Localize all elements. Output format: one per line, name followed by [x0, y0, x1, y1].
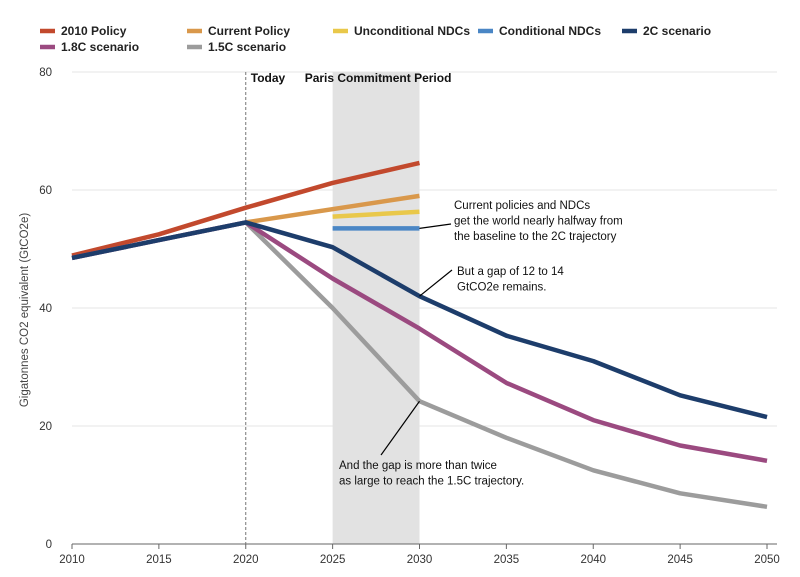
- legend-label-unconditional-ndcs: Unconditional NDCs: [354, 24, 470, 38]
- legend-label-1-8c-scenario: 1.8C scenario: [61, 40, 139, 54]
- y-tick-label: 0: [46, 539, 52, 551]
- y-tick-label: 60: [39, 185, 52, 197]
- annotation-line: But a gap of 12 to 14: [457, 266, 564, 278]
- y-tick-label: 20: [39, 421, 52, 433]
- x-tick-label: 2040: [580, 554, 606, 566]
- annotation-line: GtCO2e remains.: [457, 282, 546, 294]
- axes: 2010 2015 2020 2025 2030 2035 2040 2045 2050 Toda…: [59, 71, 780, 566]
- series-line-2010-policy: [71, 160, 421, 258]
- annotations: Current policies and NDCs get the world n…: [339, 200, 623, 488]
- x-tick-label: 2010: [59, 554, 85, 566]
- legend-label-2010-policy: 2010 Policy: [61, 24, 127, 38]
- x-tick-label: 2025: [320, 554, 346, 566]
- x-tick-label: 2015: [146, 554, 172, 566]
- y-axis-label: Gigatonnes CO2 equivalent (GtCO2e): [19, 213, 31, 407]
- annotation-line: And the gap is more than twice: [339, 460, 497, 472]
- annotation-text: And the gap is more than twice as large t…: [339, 460, 524, 488]
- series-line-current-policy: [245, 193, 420, 225]
- gridlines: 0 20 40 60 80: [39, 67, 777, 551]
- x-tick-label: 2035: [494, 554, 520, 566]
- annotation-line: as large to reach the 1.5C trajectory.: [339, 476, 524, 488]
- annotation-text: But a gap of 12 to 14 GtCO2e remains.: [457, 266, 564, 294]
- annotation-line: get the world nearly halfway from: [454, 216, 623, 228]
- paris-period-label: Paris Commitment Period: [305, 71, 452, 85]
- today-label: Today: [251, 71, 286, 85]
- paris-period-band-rect: [332, 72, 420, 544]
- y-tick-label: 40: [39, 303, 52, 315]
- annotation-line: Current policies and NDCs: [454, 200, 590, 212]
- annotation-text: Current policies and NDCs get the world n…: [454, 200, 623, 243]
- annotation-leader: [419, 223, 452, 229]
- x-tick-label: 2030: [407, 554, 433, 566]
- legend-label-current-policy: Current Policy: [208, 24, 290, 38]
- annotation-line: the baseline to the 2C trajectory: [454, 231, 617, 243]
- x-tick-label: 2045: [667, 554, 693, 566]
- annotation-leader: [419, 269, 453, 297]
- x-tick-label: 2050: [754, 554, 780, 566]
- legend-label-1-5c-scenario: 1.5C scenario: [208, 40, 286, 54]
- x-tick-label: 2020: [233, 554, 259, 566]
- annotation-leader: [380, 400, 420, 456]
- paris-period-band: Paris Commitment Period: [305, 71, 452, 544]
- series-line-unconditional-ndcs: [332, 209, 420, 219]
- legend: 2010 Policy Current Policy Unconditional N…: [40, 24, 711, 54]
- legend-label-conditional-ndcs: Conditional NDCs: [499, 24, 601, 38]
- legend-label-2c-scenario: 2C scenario: [643, 24, 711, 38]
- y-tick-label: 80: [39, 67, 52, 79]
